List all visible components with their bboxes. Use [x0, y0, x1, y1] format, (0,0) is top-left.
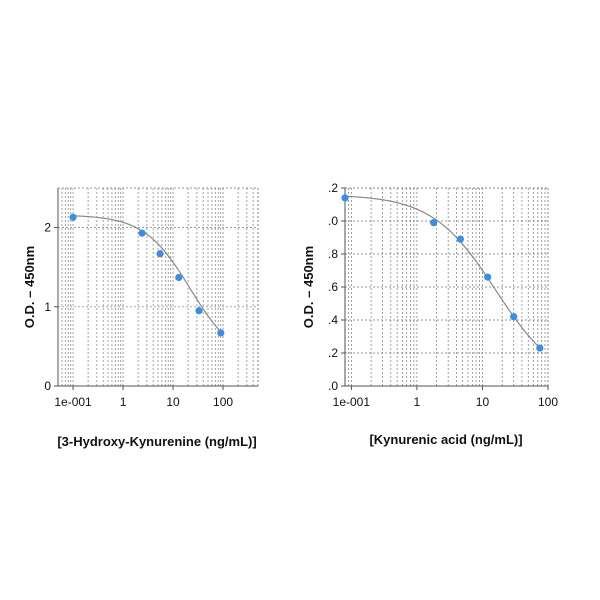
data-point	[156, 250, 164, 258]
y-tick-label: .0	[328, 379, 338, 393]
data-point	[217, 329, 225, 337]
x-tick-label: 100	[213, 395, 233, 409]
data-point	[138, 229, 146, 237]
y-tick-label: .8	[328, 247, 338, 261]
x-tick-label: 10	[476, 395, 490, 409]
x-tick-label: 1	[414, 395, 421, 409]
y-axis-title: O.D. – 450nm	[22, 246, 37, 328]
x-axis-title: [3-Hydroxy-Kynurenine (ng/mL)]	[57, 434, 256, 449]
y-tick-label: 1	[44, 300, 51, 314]
x-axis-title: [Kynurenic acid (ng/mL)]	[369, 432, 522, 447]
fit-curve	[344, 195, 541, 349]
y-tick-label: .0	[328, 214, 338, 228]
x-tick-label: 10	[166, 395, 180, 409]
x-tick-label: 1	[120, 395, 127, 409]
y-axis-title: O.D. – 450nm	[301, 246, 316, 328]
data-point	[195, 307, 203, 315]
fit-curve	[73, 215, 222, 333]
data-point	[69, 213, 77, 221]
data-point	[456, 235, 464, 243]
data-point	[484, 273, 492, 281]
data-point	[536, 344, 544, 352]
data-point	[430, 219, 438, 227]
data-point	[510, 313, 518, 321]
data-point	[341, 194, 349, 202]
y-tick-label: .4	[328, 313, 338, 327]
y-tick-label: .2	[328, 346, 338, 360]
chart-1: 0 1 2 1e-001 1 10 100 [3-Hydroxy-Kynurenine (ng…	[22, 187, 259, 449]
data-point	[175, 273, 183, 282]
y-tick-label: .6	[328, 280, 338, 294]
chart-2: .0 .2 .4 .6 .8 .0 .2 1e-001 1 10 100 [Kynurenic aci…	[301, 181, 558, 447]
y-tick-label: 2	[44, 221, 51, 235]
y-tick-label: .2	[328, 181, 338, 195]
x-tick-label: 100	[538, 395, 558, 409]
x-tick-label: 1e-001	[333, 395, 371, 409]
y-tick-label: 0	[44, 379, 51, 393]
x-tick-label: 1e-001	[54, 395, 92, 409]
